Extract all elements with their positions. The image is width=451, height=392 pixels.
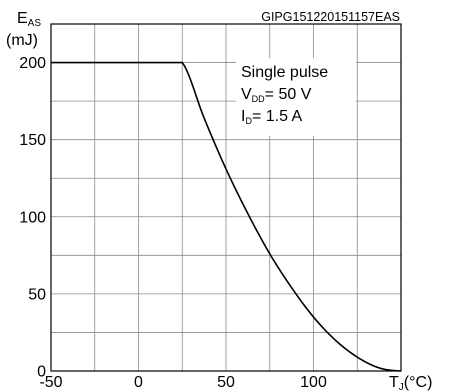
annotation-vdd-value: = 50 V — [265, 86, 312, 103]
y-tick-label: 150 — [19, 132, 46, 149]
x-tick-label: 0 — [134, 374, 143, 391]
y-tick-labels: 0 50 100 150 200 — [19, 55, 46, 380]
x-tick-labels: -50 0 50 100 — [39, 374, 327, 391]
chart-code: GIPG151220151157EAS — [261, 10, 400, 24]
x-axis-unit: (°C) — [404, 374, 433, 391]
x-axis-label: TJ(°C) — [389, 374, 432, 392]
annotation-id-symbol: I — [241, 108, 245, 125]
y-axis-symbol: E — [17, 10, 28, 27]
annotation-line-2: VDD= 50 V — [241, 86, 312, 104]
y-tick-label: 0 — [37, 364, 46, 381]
y-axis-label: EAS — [17, 10, 41, 29]
y-tick-label: 200 — [19, 55, 46, 72]
y-axis-subscript: AS — [28, 18, 42, 29]
x-tick-label: 50 — [217, 374, 235, 391]
x-tick-label: 100 — [300, 374, 327, 391]
series-group — [51, 61, 402, 372]
annotation-vdd-subscript: DD — [252, 94, 265, 104]
y-tick-label: 100 — [19, 209, 46, 226]
annotation-line-3: ID= 1.5 A — [241, 108, 303, 126]
annotation-line-1: Single pulse — [241, 64, 328, 81]
annotation-vdd-symbol: V — [241, 86, 252, 103]
series-line — [51, 61, 402, 372]
y-axis-unit: (mJ) — [6, 32, 38, 49]
plot-frame — [50, 23, 402, 372]
annotation-id-value: = 1.5 A — [252, 108, 303, 125]
x-axis-symbol: T — [389, 374, 399, 391]
y-tick-label: 50 — [28, 286, 46, 303]
annotation-id-subscript: D — [245, 116, 252, 126]
x-tick-label: -50 — [39, 374, 62, 391]
annotation-background — [236, 58, 356, 136]
x-axis-subscript: J — [399, 382, 404, 392]
